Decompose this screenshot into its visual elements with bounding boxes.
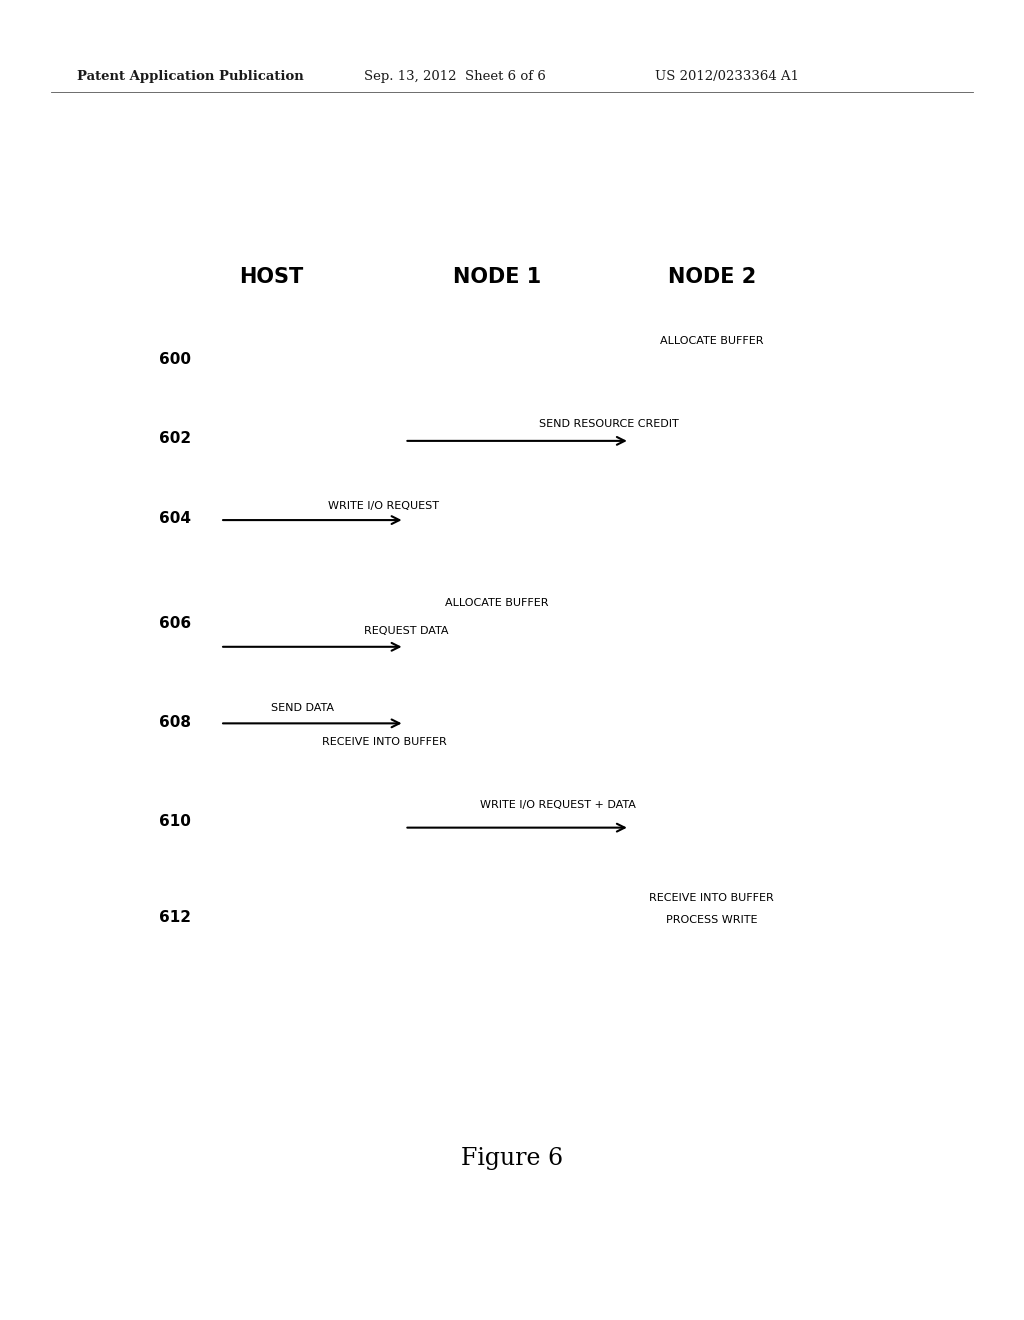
Text: NODE 1: NODE 1 xyxy=(453,267,541,288)
Text: NODE 2: NODE 2 xyxy=(668,267,756,288)
Text: SEND RESOURCE CREDIT: SEND RESOURCE CREDIT xyxy=(540,418,679,429)
Text: SEND DATA: SEND DATA xyxy=(271,702,335,713)
Text: 608: 608 xyxy=(159,714,190,730)
Text: RECEIVE INTO BUFFER: RECEIVE INTO BUFFER xyxy=(322,737,446,747)
Text: Figure 6: Figure 6 xyxy=(461,1147,563,1171)
Text: Patent Application Publication: Patent Application Publication xyxy=(77,70,303,83)
Text: REQUEST DATA: REQUEST DATA xyxy=(364,626,449,636)
Text: PROCESS WRITE: PROCESS WRITE xyxy=(666,915,758,925)
Text: 612: 612 xyxy=(159,909,190,925)
Text: 602: 602 xyxy=(159,430,190,446)
Text: 610: 610 xyxy=(159,813,190,829)
Text: WRITE I/O REQUEST + DATA: WRITE I/O REQUEST + DATA xyxy=(480,800,636,810)
Text: ALLOCATE BUFFER: ALLOCATE BUFFER xyxy=(444,598,549,609)
Text: HOST: HOST xyxy=(240,267,303,288)
Text: 606: 606 xyxy=(159,615,190,631)
Text: 604: 604 xyxy=(159,511,190,527)
Text: ALLOCATE BUFFER: ALLOCATE BUFFER xyxy=(659,335,764,346)
Text: RECEIVE INTO BUFFER: RECEIVE INTO BUFFER xyxy=(649,892,774,903)
Text: Sep. 13, 2012  Sheet 6 of 6: Sep. 13, 2012 Sheet 6 of 6 xyxy=(364,70,546,83)
Text: 600: 600 xyxy=(159,351,190,367)
Text: WRITE I/O REQUEST: WRITE I/O REQUEST xyxy=(329,500,439,511)
Text: US 2012/0233364 A1: US 2012/0233364 A1 xyxy=(655,70,800,83)
